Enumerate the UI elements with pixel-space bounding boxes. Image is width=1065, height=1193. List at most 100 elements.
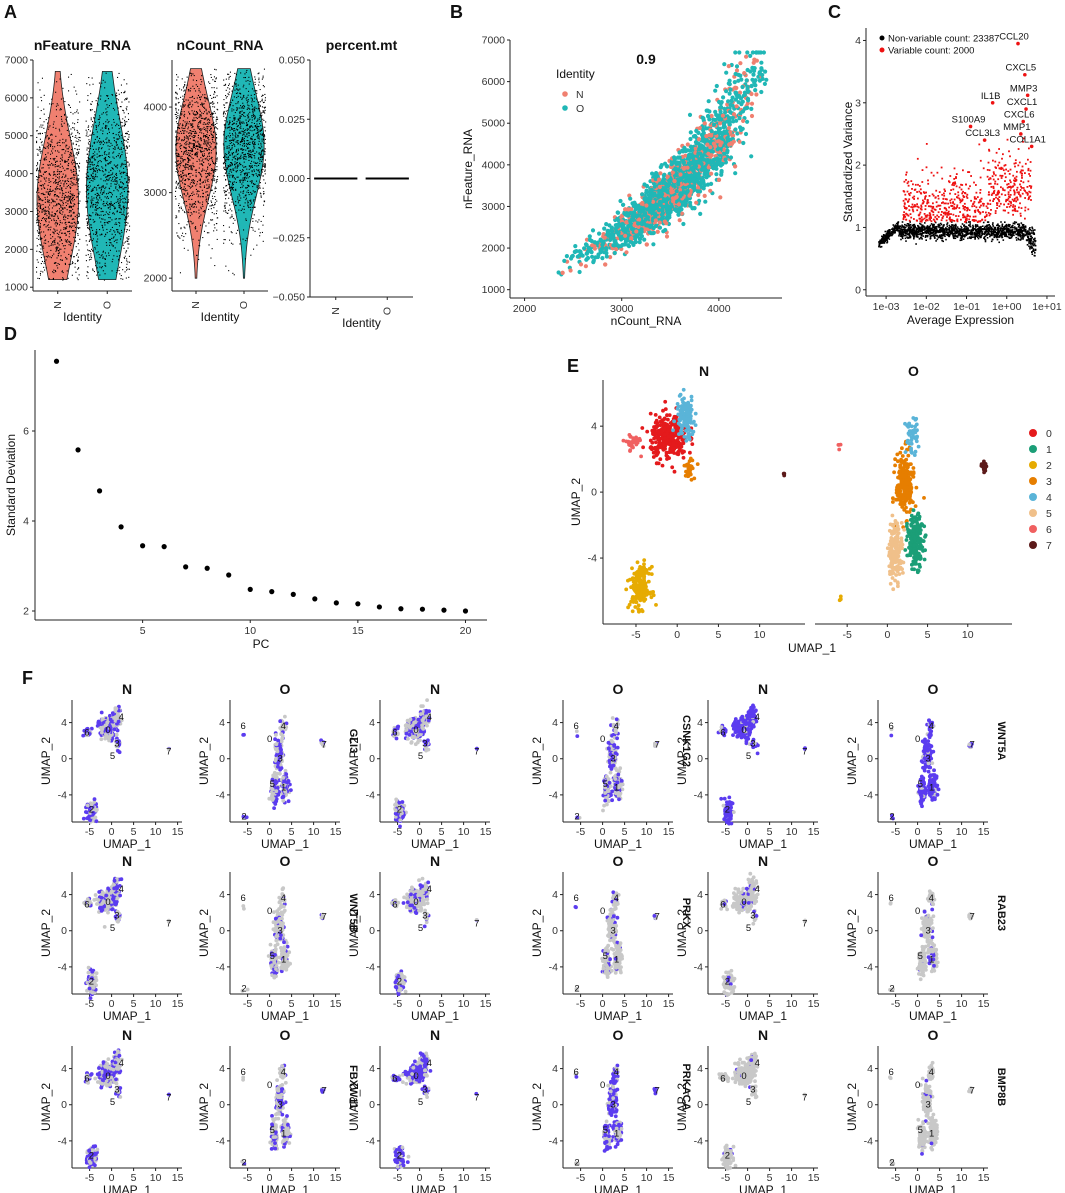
violin-point bbox=[240, 107, 242, 109]
violin-point bbox=[71, 149, 73, 151]
violin-point bbox=[231, 164, 233, 166]
violin-point bbox=[211, 185, 213, 187]
violin-point bbox=[189, 204, 191, 206]
violin-point bbox=[121, 171, 123, 173]
violin-point bbox=[48, 167, 50, 169]
violin-point bbox=[122, 118, 124, 120]
violin-point bbox=[252, 220, 254, 222]
violin-point bbox=[89, 215, 91, 217]
violin-point bbox=[224, 202, 226, 204]
violin-point bbox=[67, 221, 69, 223]
violin-point bbox=[119, 193, 121, 195]
violin-point bbox=[56, 247, 58, 249]
violin-point bbox=[127, 268, 129, 270]
violin-point bbox=[213, 136, 215, 138]
violin-point bbox=[242, 133, 244, 135]
violin-point bbox=[210, 152, 212, 154]
violin-point bbox=[232, 186, 234, 188]
violin-point bbox=[245, 88, 247, 90]
violin-point bbox=[177, 112, 179, 114]
violin-point bbox=[40, 110, 42, 112]
violin-point bbox=[234, 72, 236, 74]
violin-point bbox=[239, 122, 241, 124]
violin-point bbox=[52, 148, 54, 150]
violin-point bbox=[215, 182, 217, 184]
violin-point bbox=[183, 86, 185, 88]
violin-point bbox=[201, 182, 203, 184]
violin-point bbox=[191, 198, 193, 200]
violin-point bbox=[65, 174, 67, 176]
violin-point bbox=[115, 172, 117, 174]
violin-point bbox=[256, 125, 258, 127]
violin-point bbox=[216, 238, 218, 240]
violin-point bbox=[215, 118, 217, 120]
violin-point bbox=[237, 136, 239, 138]
violin-point bbox=[226, 167, 228, 169]
violin-point bbox=[103, 192, 105, 194]
violin-point bbox=[192, 191, 194, 193]
violin-point bbox=[99, 195, 101, 197]
violin-point bbox=[39, 205, 41, 207]
violin-point bbox=[240, 209, 242, 211]
violin-point bbox=[100, 129, 102, 131]
violin-point bbox=[57, 104, 59, 106]
violin-point bbox=[37, 221, 39, 223]
violin-point bbox=[244, 176, 246, 178]
violin-point bbox=[188, 121, 190, 123]
violin-point bbox=[250, 151, 252, 153]
violin-point bbox=[199, 128, 201, 130]
violin-point bbox=[189, 155, 191, 157]
violin-point bbox=[251, 141, 253, 143]
violin-point bbox=[54, 241, 56, 243]
violin-point bbox=[229, 186, 231, 188]
violin-point bbox=[229, 105, 231, 107]
violin-point bbox=[127, 240, 129, 242]
violin-point bbox=[64, 180, 66, 182]
violin-point bbox=[260, 155, 262, 157]
violin-point bbox=[104, 158, 106, 160]
point-O bbox=[721, 95, 726, 100]
violin-point bbox=[241, 97, 243, 99]
violin-point bbox=[253, 109, 255, 111]
violin-point bbox=[92, 268, 94, 270]
violin-point bbox=[102, 203, 104, 205]
violin-point bbox=[88, 147, 90, 149]
violin-point bbox=[54, 230, 56, 232]
violin-point bbox=[102, 192, 104, 194]
violin-point bbox=[63, 193, 65, 195]
violin-point bbox=[177, 172, 179, 174]
violin-point bbox=[49, 193, 51, 195]
violin-point bbox=[75, 90, 77, 92]
violin-point bbox=[73, 86, 75, 88]
violin-point bbox=[225, 198, 227, 200]
violin-point bbox=[202, 168, 204, 170]
violin-point bbox=[254, 116, 256, 118]
violin-point bbox=[190, 181, 192, 183]
violin-point bbox=[257, 101, 259, 103]
violin-point bbox=[254, 162, 256, 164]
violin-point bbox=[239, 121, 241, 123]
violin-point bbox=[105, 233, 107, 235]
violin-point bbox=[240, 197, 242, 199]
violin-point bbox=[252, 114, 254, 116]
violin-point bbox=[123, 188, 125, 190]
violin-point bbox=[193, 145, 195, 147]
violin-point bbox=[117, 199, 119, 201]
violin-point bbox=[255, 132, 257, 134]
violin-point bbox=[210, 116, 212, 118]
violin-point bbox=[95, 125, 97, 127]
violin-point bbox=[187, 157, 189, 159]
violin-point bbox=[191, 157, 193, 159]
violin-point bbox=[46, 225, 48, 227]
violin-point bbox=[118, 72, 120, 74]
violin-point bbox=[55, 91, 57, 93]
violin-point bbox=[223, 175, 225, 177]
violin-point bbox=[203, 96, 205, 98]
violin-point bbox=[112, 148, 114, 150]
violin-point bbox=[39, 147, 41, 149]
violin-point bbox=[87, 142, 89, 144]
violin-point bbox=[248, 185, 250, 187]
violin-point bbox=[116, 177, 118, 179]
violin-point bbox=[232, 176, 234, 178]
violin-point bbox=[94, 220, 96, 222]
